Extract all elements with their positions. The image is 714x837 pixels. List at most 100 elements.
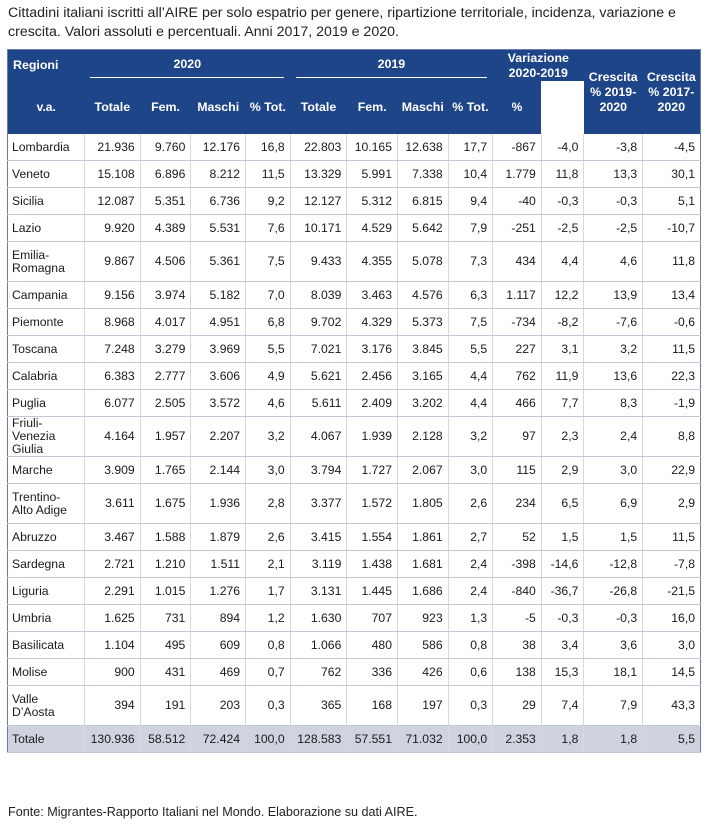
cell-fem-2020: 1.588 [140,523,192,551]
cell-pct-tot-2020: 7,0 [245,281,291,309]
cell-pct-tot-2019: 7,5 [448,308,494,336]
cell-pct-tot-2020: 2,6 [245,523,291,551]
cell-region: Totale [7,725,85,753]
cell-totale-2019: 3.377 [290,483,348,524]
cell-crescita-2017-2020: 2,9 [642,483,701,524]
cell-maschi-2020: 4.951 [190,308,247,336]
cell-region: Liguria [7,577,85,605]
cell-region: Basilicata [7,631,85,659]
cell-pct-tot-2020: 1,7 [245,577,291,605]
cell-maschi-2020: 72.424 [190,725,247,753]
table-row: Sicilia 12.087 5.351 6.736 9,2 12.127 5.312 6.8… [7,187,701,215]
cell-pct-tot-2020: 2,1 [245,550,291,578]
cell-crescita-2017-2020: -0,6 [642,308,701,336]
cell-totale-2019: 1.066 [290,631,348,659]
cell-maschi-2019: 3.845 [397,335,449,363]
cell-maschi-2020: 1.936 [190,483,247,524]
cell-var-va: 2.353 [492,725,542,753]
cell-fem-2020: 4.389 [140,214,192,242]
cell-var-va: -734 [492,308,542,336]
cell-totale-2020: 8.968 [84,308,141,336]
cell-var-va: 434 [492,241,542,282]
cell-maschi-2019: 1.805 [397,483,449,524]
cell-totale-2020: 6.077 [84,389,141,417]
cell-crescita-2019-2020: 13,6 [583,362,644,390]
cell-totale-2019: 7.021 [290,335,348,363]
cell-var-va: 138 [492,658,542,686]
cell-var-va: 52 [492,523,542,551]
cell-crescita-2017-2020: 11,5 [642,523,701,551]
cell-pct-tot-2019: 5,5 [448,335,494,363]
header-maschi-2020: Maschi [190,81,246,134]
cell-var-va: -251 [492,214,542,242]
table-row: Marche 3.909 1.765 2.144 3,0 3.794 1.727 2.067 3… [7,456,701,484]
cell-maschi-2019: 923 [397,604,449,632]
cell-fem-2019: 57.551 [346,725,398,753]
table-row: Calabria 6.383 2.777 3.606 4,9 5.621 2.456 3.16… [7,362,701,390]
cell-fem-2019: 2.456 [346,362,398,390]
cell-fem-2019: 1.554 [346,523,398,551]
cell-crescita-2019-2020: -2,5 [583,214,644,242]
table-row: Umbria 1.625 731 894 1,2 1.630 707 923 1,3 -5 -0,3… [7,604,701,632]
cell-totale-2020: 900 [84,658,141,686]
cell-crescita-2019-2020: 2,4 [583,416,644,457]
header-va: v.a. [7,81,85,134]
cell-region: Umbria [7,604,85,632]
table-row: Trentino-Alto Adige 3.611 1.675 1.936 2,8 3.3… [7,483,701,524]
cell-fem-2019: 10.165 [346,134,398,161]
cell-fem-2019: 2.409 [346,389,398,417]
cell-fem-2019: 1.438 [346,550,398,578]
cell-region: Calabria [7,362,85,390]
cell-crescita-2017-2020: -4,5 [642,134,701,161]
cell-var-va: 29 [492,685,542,726]
cell-totale-2019: 128.583 [290,725,348,753]
cell-fem-2019: 1.572 [346,483,398,524]
table-row: Puglia 6.077 2.505 3.572 4,6 5.611 2.409 3.202 4… [7,389,701,417]
cell-pct-tot-2019: 3,0 [448,456,494,484]
cell-region: Abruzzo [7,523,85,551]
cell-totale-2020: 9.920 [84,214,141,242]
cell-pct-tot-2020: 16,8 [245,134,291,161]
cell-region: Emilia-Romagna [7,241,85,282]
cell-crescita-2017-2020: 11,5 [642,335,701,363]
cell-crescita-2017-2020: 30,1 [642,160,701,188]
cell-var-pct: 15,3 [541,658,585,686]
header-pct: % [492,81,542,134]
cell-totale-2020: 15.108 [84,160,141,188]
cell-pct-tot-2020: 0,3 [245,685,291,726]
table-row: Campania 9.156 3.974 5.182 7,0 8.039 3.463 4.57… [7,281,701,309]
cell-pct-tot-2019: 0,6 [448,658,494,686]
cell-crescita-2019-2020: 1,5 [583,523,644,551]
cell-maschi-2019: 2.067 [397,456,449,484]
cell-var-pct: 12,2 [541,281,585,309]
cell-maschi-2020: 3.606 [190,362,247,390]
header-fem-2019: Fem. [346,81,398,134]
cell-pct-tot-2020: 9,2 [245,187,291,215]
cell-crescita-2017-2020: -21,5 [642,577,701,605]
cell-totale-2020: 9.156 [84,281,141,309]
cell-totale-2019: 762 [290,658,348,686]
cell-pct-tot-2020: 6,8 [245,308,291,336]
table-row: Piemonte 8.968 4.017 4.951 6,8 9.702 4.329 5.37… [7,308,701,336]
cell-var-pct: 1,8 [541,725,585,753]
cell-fem-2019: 1.445 [346,577,398,605]
cell-var-va: -398 [492,550,542,578]
cell-crescita-2019-2020: -26,8 [583,577,644,605]
cell-pct-tot-2019: 9,4 [448,187,494,215]
cell-var-pct: 2,3 [541,416,585,457]
cell-maschi-2019: 5.642 [397,214,449,242]
cell-fem-2019: 4.329 [346,308,398,336]
cell-fem-2020: 495 [140,631,192,659]
cell-var-va: 466 [492,389,542,417]
cell-crescita-2019-2020: 1,8 [583,725,644,753]
cell-totale-2020: 21.936 [84,134,141,161]
cell-pct-tot-2020: 0,8 [245,631,291,659]
cell-maschi-2020: 5.361 [190,241,247,282]
cell-pct-tot-2019: 0,8 [448,631,494,659]
cell-fem-2020: 2.505 [140,389,192,417]
cell-maschi-2020: 203 [190,685,247,726]
cell-pct-tot-2019: 2,4 [448,577,494,605]
cell-var-pct: 7,4 [541,685,585,726]
cell-pct-tot-2019: 2,6 [448,483,494,524]
cell-totale-2019: 8.039 [290,281,348,309]
